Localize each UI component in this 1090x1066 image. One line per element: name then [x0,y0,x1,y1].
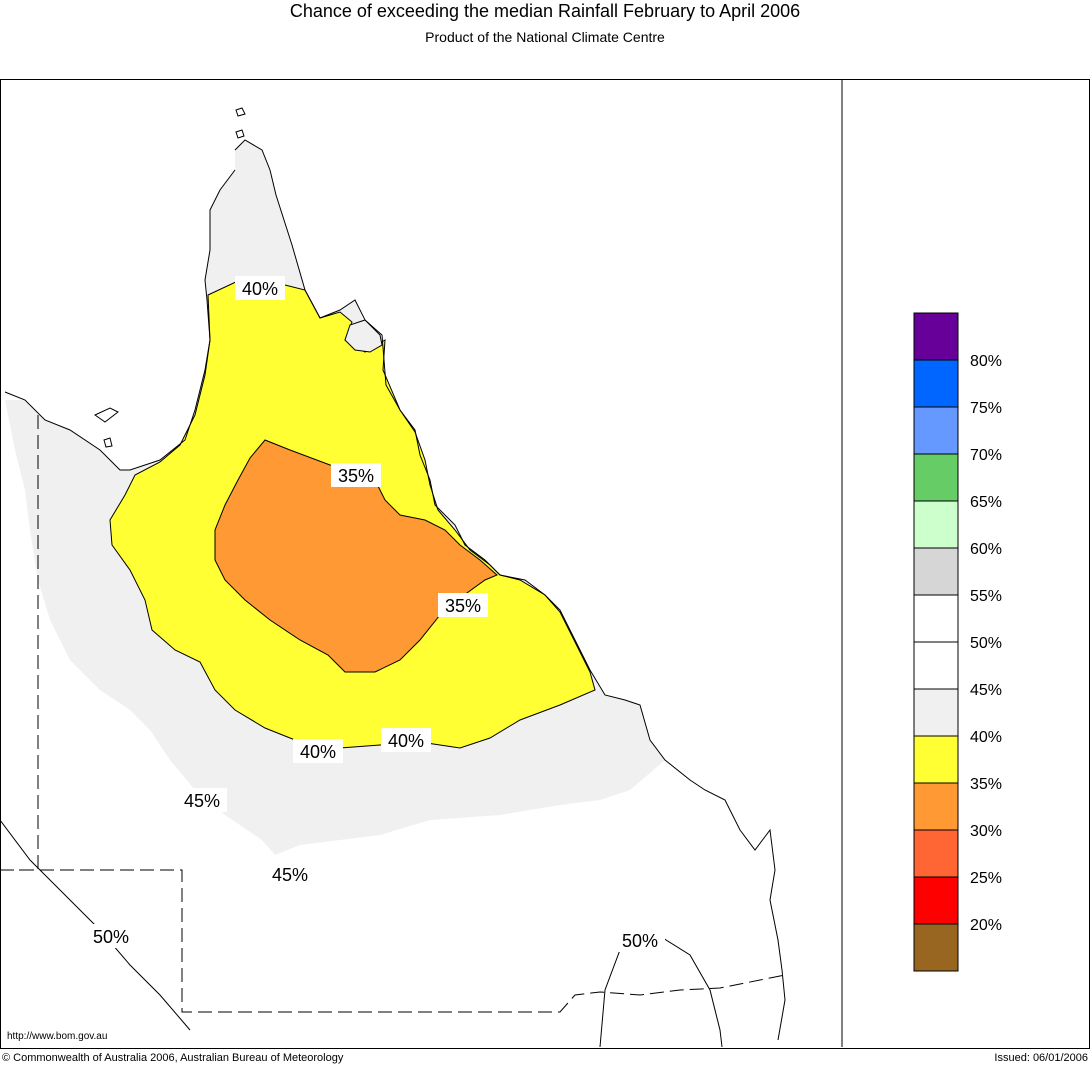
copyright-notice: © Commonwealth of Australia 2006, Austra… [2,1052,344,1064]
contour-label-40: 40% [242,279,278,299]
issued-date: Issued: 06/01/2006 [994,1052,1088,1064]
contour-label-35: 35% [338,466,374,486]
region-below-35 [214,439,498,673]
legend-label: 70% [970,447,1002,464]
state-border [0,869,786,1013]
contour-label-45: 45% [184,791,220,811]
map-title: Chance of exceeding the median Rainfall … [289,1,801,21]
legend-swatch [913,594,959,643]
legend-swatch [913,547,959,596]
legend-swatch [913,782,959,831]
contour-label-40: 40% [300,742,336,762]
legend-swatch [913,829,959,878]
gulf-coastline [4,169,236,471]
legend-label: 45% [970,682,1002,699]
legend-swatch [913,641,959,690]
legend-swatch [913,312,959,361]
legend-swatch [913,500,959,549]
contour-label-35: 35% [445,596,481,616]
legend-label: 55% [970,588,1002,605]
island [103,437,113,448]
contour-50-east [599,929,723,1048]
inland-lake [344,319,383,353]
contour-label-40: 40% [388,731,424,751]
legend-label: 40% [970,729,1002,746]
legend-label: 50% [970,635,1002,652]
legend-label: 60% [970,541,1002,558]
legend-swatch [913,735,959,784]
legend-label: 80% [970,353,1002,370]
legend-label: 25% [970,870,1002,887]
contour-label-50: 50% [93,927,129,947]
island [235,107,246,117]
legend-label: 30% [970,823,1002,840]
legend-swatch [913,359,959,408]
legend-swatch [913,453,959,502]
legend-swatch [913,688,959,737]
legend-label: 20% [970,917,1002,934]
contour-labels: 40% 35% 35% 40% 40% 45% 45% 50% 50% [86,276,665,952]
legend-label: 65% [970,494,1002,511]
legend-swatch [913,406,959,455]
coastline [234,139,786,1041]
legend-swatch [913,876,959,925]
legend: 80% 75% 70% 65% 60% 55% 50% 45% 40% 35% 30% 25% 20% [913,312,1002,972]
legend-label: 35% [970,776,1002,793]
legend-label: 75% [970,400,1002,417]
contour-label-50: 50% [622,931,658,951]
island [94,407,119,423]
website-url[interactable]: http://www.bom.gov.au [7,1031,108,1042]
legend-swatch [913,923,959,972]
island [235,129,245,139]
map-subtitle: Product of the National Climate Centre [425,29,665,45]
contour-label-45: 45% [272,865,308,885]
